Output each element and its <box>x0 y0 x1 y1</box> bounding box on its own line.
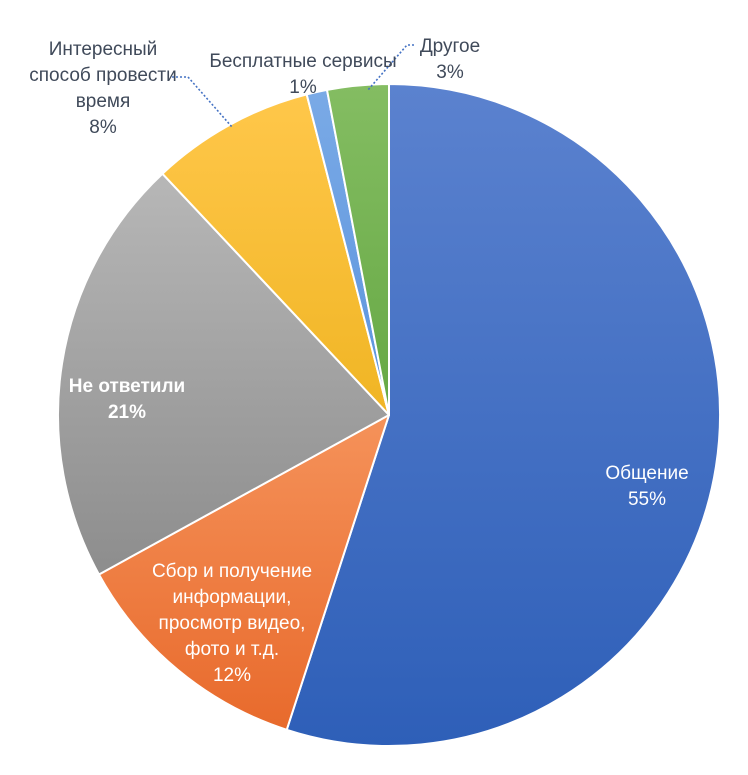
data-label-1-line-3: фото и т.д. <box>185 639 279 660</box>
pie-slice-5 <box>325 83 390 416</box>
data-label-1-line-1: информации, <box>173 587 292 608</box>
data-label-0-line-1: 55% <box>628 489 666 510</box>
data-label-2-line-0: Не ответили <box>69 376 186 397</box>
slices-layer <box>56 83 721 747</box>
data-label-5: Другое 3% <box>420 36 480 83</box>
pie-slice-2 <box>56 172 390 576</box>
data-label-0-line-0: Общение <box>605 463 688 484</box>
data-label-3-line-2: время <box>76 91 131 112</box>
data-label-1-line-4: 12% <box>213 665 251 686</box>
data-label-1: Сбор и получение информации, просмотр виде… <box>152 561 312 686</box>
pie-slice-3 <box>161 93 390 416</box>
data-label-1-line-0: Сбор и получение <box>152 561 312 582</box>
data-label-3: Интересный способ провести время 8% <box>29 39 176 138</box>
labels-layer: Общение 55% Сбор и получение информации, про… <box>29 36 688 686</box>
data-label-3-line-3: 8% <box>89 117 117 138</box>
data-label-4-line-1: 1% <box>289 77 317 98</box>
data-label-3-line-1: способ провести <box>29 65 176 86</box>
data-label-3-line-0: Интересный <box>49 39 158 60</box>
data-label-2-line-1: 21% <box>108 402 146 423</box>
data-label-2: Не ответили 21% <box>69 376 186 423</box>
data-label-5-line-0: Другое <box>420 36 480 57</box>
data-label-4: Бесплатные сервисы 1% <box>209 51 396 98</box>
data-label-4-line-0: Бесплатные сервисы <box>209 51 396 72</box>
data-label-0: Общение 55% <box>605 463 688 510</box>
leader-lines-layer <box>172 44 414 128</box>
leader-line-3 <box>172 76 233 128</box>
pie-slice-0 <box>285 83 721 747</box>
data-label-5-line-1: 3% <box>436 62 464 83</box>
pie-slice-1 <box>97 414 390 731</box>
data-label-1-line-2: просмотр видео, <box>159 613 306 634</box>
